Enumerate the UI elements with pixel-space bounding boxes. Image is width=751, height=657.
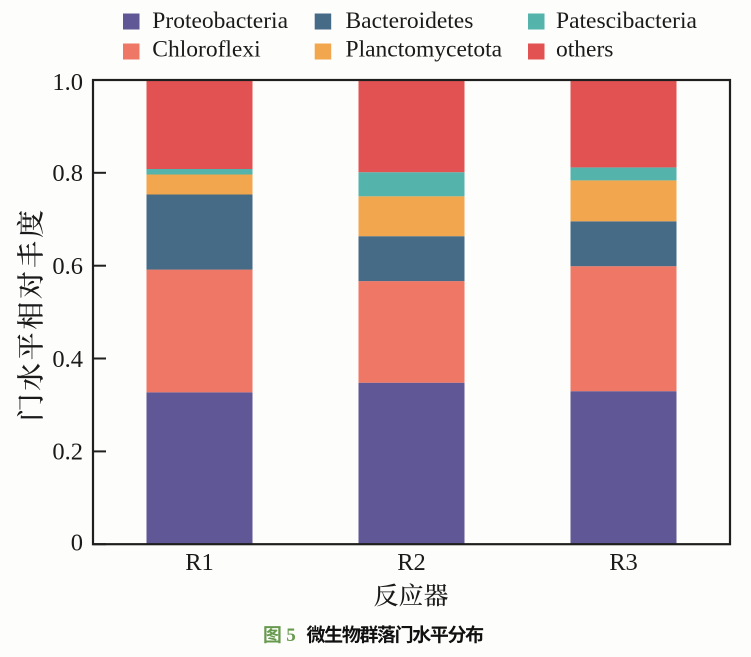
svg-text:Patescibacteria: Patescibacteria <box>556 8 697 34</box>
svg-text:0.4: 0.4 <box>52 346 83 373</box>
svg-text:R1: R1 <box>185 549 214 576</box>
svg-text:others: others <box>556 37 613 63</box>
svg-text:0.2: 0.2 <box>52 439 83 466</box>
svg-text:R3: R3 <box>609 549 638 576</box>
svg-text:0.8: 0.8 <box>52 160 83 187</box>
svg-text:Proteobacteria: Proteobacteria <box>152 8 288 34</box>
svg-text:Bacteroidetes: Bacteroidetes <box>346 8 474 34</box>
svg-text:Planctomycetota: Planctomycetota <box>346 37 503 63</box>
svg-text:5: 5 <box>286 625 296 646</box>
svg-text:R2: R2 <box>397 549 426 576</box>
svg-text:0.6: 0.6 <box>52 253 83 280</box>
svg-text:0: 0 <box>71 530 83 557</box>
svg-text:Chloroflexi: Chloroflexi <box>152 37 261 63</box>
svg-text:1.0: 1.0 <box>52 69 83 96</box>
